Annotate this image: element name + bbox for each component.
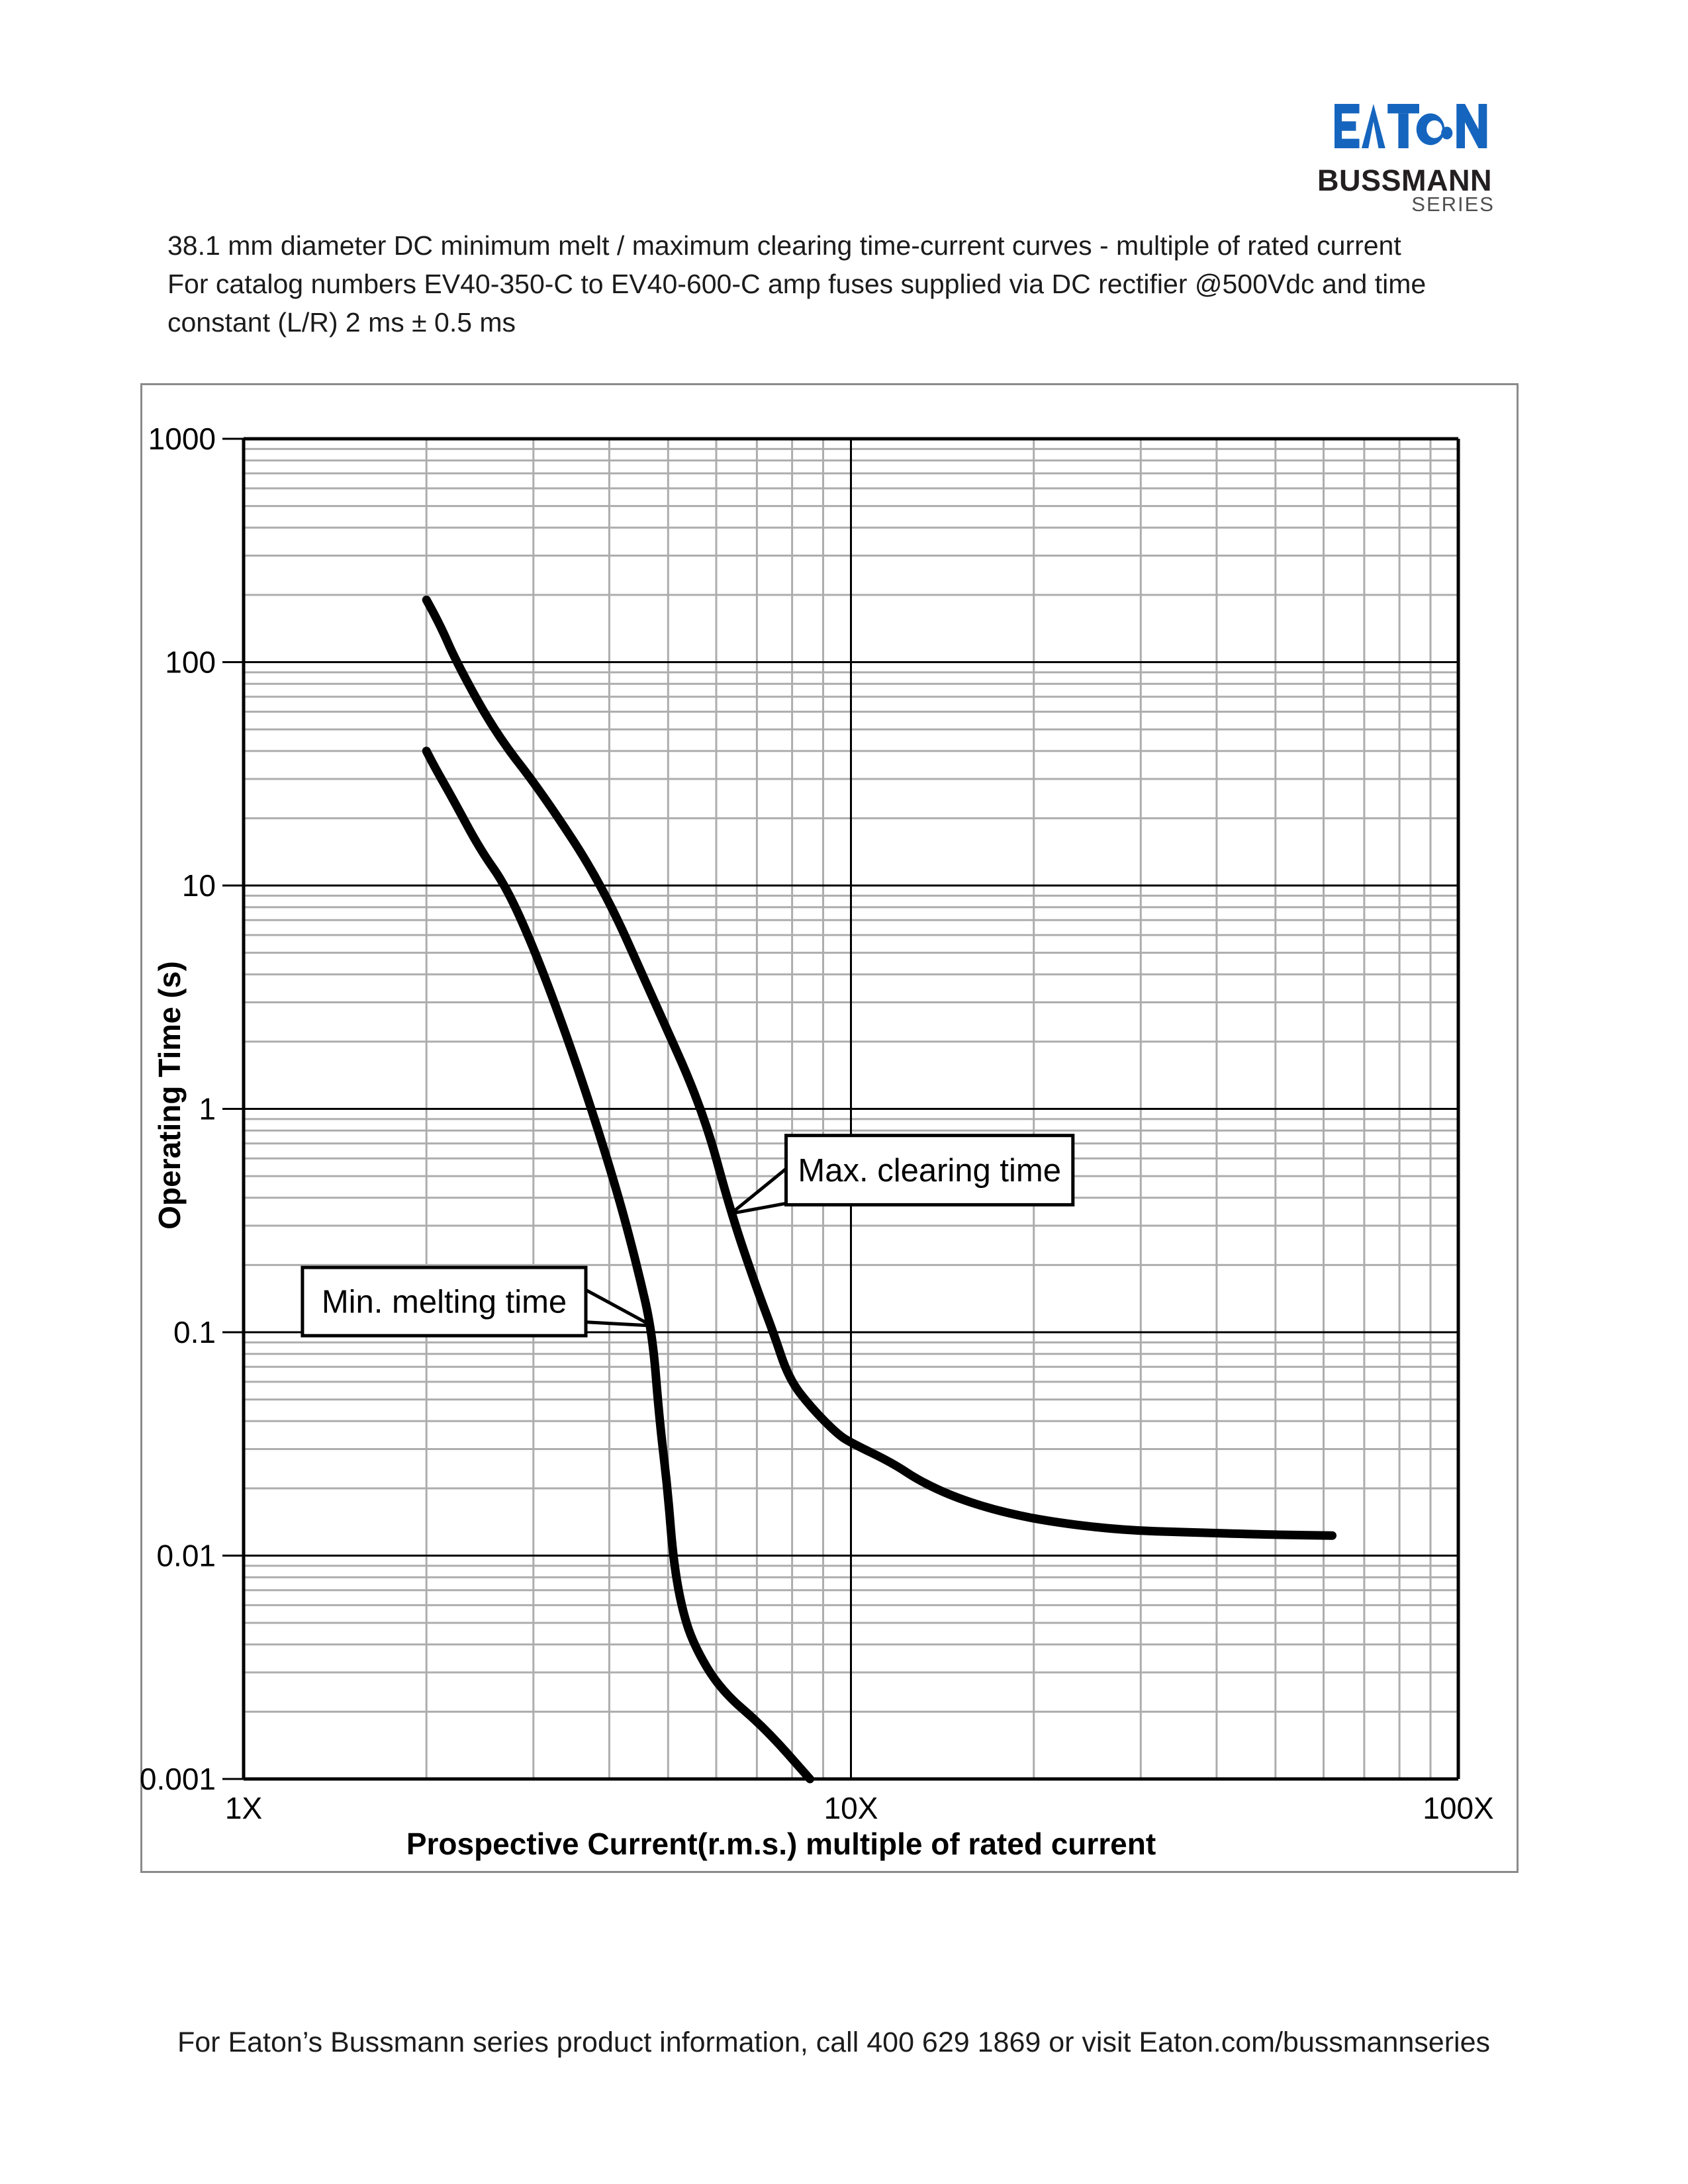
- y-tick-marks: [222, 437, 244, 1780]
- curve-callouts: Min. melting time Max. clearing time: [301, 1134, 1075, 1338]
- y-tick-label: 10: [182, 868, 216, 903]
- x-tick-label: 10X: [824, 1791, 878, 1825]
- x-axis-title: Prospective Current(r.m.s.) multiple of …: [406, 1827, 1156, 1861]
- y-tick-label: 100: [165, 645, 216, 680]
- footer-text: For Eaton’s Bussmann series product info…: [177, 2026, 1490, 2058]
- axis-tick-labels: 1000 100 10 1 0.1 0.01 0.001 1X 10X 100X: [140, 422, 1494, 1825]
- title-line-1: 38.1 mm diameter DC minimum melt / maxim…: [167, 230, 1401, 261]
- callout-pointer: [729, 1167, 788, 1216]
- grid-major-lines: [244, 439, 1458, 1779]
- document-title: 38.1 mm diameter DC minimum melt / maxim…: [167, 226, 1465, 341]
- x-tick-label: 100X: [1423, 1791, 1493, 1825]
- chart-frame: 1000 100 10 1 0.1 0.01 0.001 1X 10X 100X Min. mel…: [140, 383, 1519, 1873]
- y-tick-label: 1000: [148, 422, 216, 456]
- bussmann-wordmark: BUSSMANN: [1317, 163, 1492, 197]
- y-axis-title: Operating Time (s): [152, 961, 187, 1230]
- curves: [422, 595, 1336, 1784]
- y-tick-label: 1: [199, 1092, 216, 1126]
- axis-lines: [242, 437, 1460, 1781]
- title-line-2: For catalog numbers EV40-350-C to EV40-6…: [167, 269, 1427, 299]
- grid-major: [244, 439, 1458, 1779]
- series-wordmark: SERIES: [1411, 193, 1495, 216]
- callout: Min. melting time: [301, 1265, 654, 1338]
- plot-axes: [242, 437, 1460, 1781]
- y-tick-label: 0.001: [140, 1762, 216, 1796]
- callout-pointer: [584, 1288, 654, 1328]
- callout-box: [301, 1265, 588, 1338]
- eaton-letters: [1335, 104, 1487, 148]
- title-line-3: constant (L/R) 2 ms ± 0.5 ms: [167, 307, 516, 338]
- y-tick-label: 0.1: [173, 1315, 216, 1349]
- callout: Max. clearing time: [729, 1134, 1075, 1216]
- callout-label: Max. clearing time: [798, 1153, 1061, 1189]
- callout-label: Min. melting time: [322, 1285, 567, 1320]
- curve-min-melting: [422, 747, 814, 1784]
- axis-ticks: [222, 437, 244, 1780]
- eaton-logo-mark: [1335, 104, 1487, 148]
- x-tick-label: 1X: [225, 1791, 262, 1825]
- curve-max-clearing: [422, 595, 1336, 1540]
- time-current-chart: 1000 100 10 1 0.1 0.01 0.001 1X 10X 100X Min. mel…: [140, 422, 1494, 1861]
- y-tick-label: 0.01: [156, 1539, 216, 1573]
